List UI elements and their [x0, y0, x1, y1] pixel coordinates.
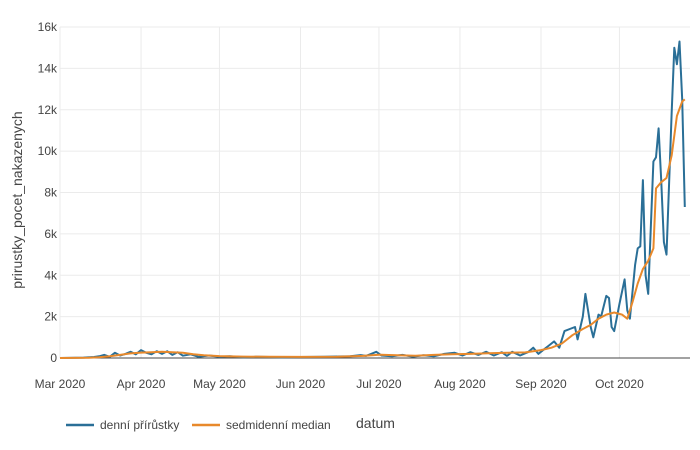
- axis-layer: 0 2k 4k 6k 8k 10k 12k 14k 16k Mar 2020 Apr 2020 May…: [35, 20, 690, 391]
- y-tick-label: 12k: [38, 103, 58, 117]
- series-layer: [59, 40, 686, 359]
- y-tick-label: 16k: [38, 20, 58, 34]
- y-tick-label: 14k: [38, 61, 58, 75]
- x-tick-label: May 2020: [193, 377, 246, 391]
- y-tick-label: 0: [50, 351, 57, 365]
- y-tick-label: 6k: [44, 227, 58, 241]
- legend-label-median[interactable]: sedmidenní median: [226, 418, 331, 432]
- x-tick-label: Oct 2020: [595, 377, 644, 391]
- x-tick-label: Mar 2020: [35, 377, 86, 391]
- x-tick-label: Aug 2020: [434, 377, 486, 391]
- legend-label-daily[interactable]: denní přírůstky: [100, 418, 179, 432]
- x-tick-label: Jun 2020: [276, 377, 326, 391]
- y-axis-title: prirustky_pocet_nakazenych: [9, 111, 25, 288]
- x-tick-label: Apr 2020: [117, 377, 166, 391]
- x-tick-label: Jul 2020: [356, 377, 402, 391]
- x-axis-title: datum: [356, 415, 395, 431]
- y-tick-label: 4k: [44, 268, 58, 282]
- legend: denní přírůstky sedmidenní median: [66, 418, 331, 432]
- series-line-median: [59, 98, 686, 359]
- y-tick-label: 8k: [44, 186, 58, 200]
- grid-layer: [59, 26, 690, 358]
- x-tick-label: Sep 2020: [515, 377, 567, 391]
- series-line-daily: [59, 40, 686, 359]
- y-tick-label: 2k: [44, 310, 58, 324]
- y-tick-label: 10k: [38, 144, 58, 158]
